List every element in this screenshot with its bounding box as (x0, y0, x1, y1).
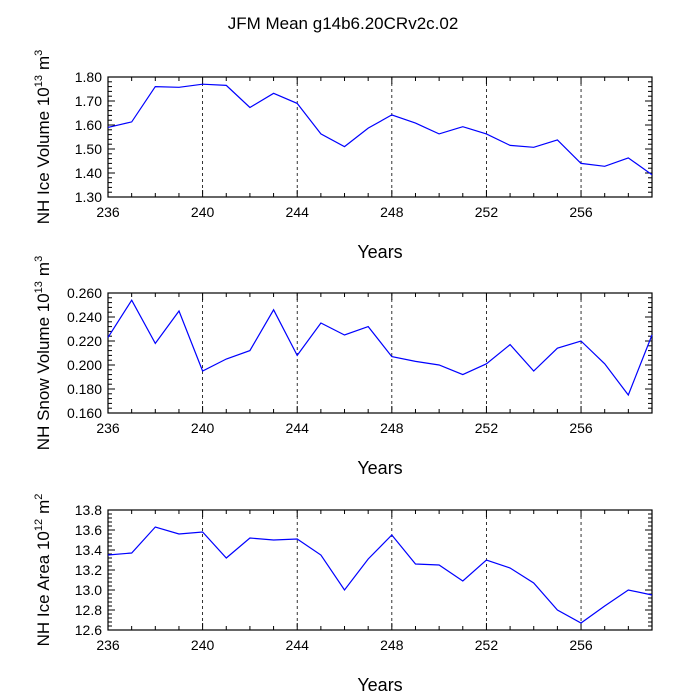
x-tick-label: 256 (569, 637, 593, 653)
y-tick-label: 0.160 (67, 405, 102, 421)
x-tick-label: 248 (380, 420, 404, 436)
x-tick-label: 256 (569, 420, 593, 436)
series-line (107, 526, 653, 624)
figure-title: JFM Mean g14b6.20CRv2c.02 (228, 14, 459, 33)
panel-3: 12.6 12.8 13.0 13.2 13.4 13.6 13.8 236 240 244 248… (33, 494, 653, 691)
x-tick-label: 240 (191, 637, 215, 653)
y-tick-label: 13.2 (75, 562, 102, 578)
x-tick-label: 244 (286, 204, 310, 220)
panel-1: 1.30 1.40 1.50 1.60 1.70 1.80 236 240 244 248 252 2… (33, 50, 653, 262)
y-tick-label: 13.6 (75, 522, 102, 538)
x-tick-label: 236 (96, 637, 120, 653)
y-axis-label-unit-exponent: 3 (33, 50, 45, 56)
y-tick-label: 13.8 (75, 502, 102, 518)
x-axis-label: Years (357, 242, 402, 262)
y-axis-label-text: NH Snow Volume 10 (34, 293, 53, 450)
y-axis-label-unit: m (34, 56, 53, 70)
y-tick-label: 0.200 (67, 357, 102, 373)
x-tick-label: 240 (191, 204, 215, 220)
y-axis-label-unit: m (34, 500, 53, 514)
panels: 1.30 1.40 1.50 1.60 1.70 1.80 236 240 244 248 252 2… (33, 50, 653, 691)
x-tick-label: 248 (380, 637, 404, 653)
x-axis-label: Years (357, 458, 402, 478)
x-tick-label: 248 (380, 204, 404, 220)
y-tick-label: 0.260 (67, 285, 102, 301)
y-tick-label: 1.50 (75, 141, 102, 157)
y-axis-label-unit-exponent: 2 (33, 494, 45, 500)
y-axis-label-exponent: 13 (33, 281, 45, 293)
y-tick-label: 1.70 (75, 93, 102, 109)
x-tick-label: 244 (286, 637, 310, 653)
y-axis-label-exponent: 12 (33, 519, 45, 531)
y-tick-label: 1.60 (75, 117, 102, 133)
y-axis-label-unit-exponent: 3 (33, 256, 45, 262)
plot-frame (107, 509, 653, 631)
panel-2: 0.160 0.180 0.200 0.220 0.240 0.260 236 240 244 2… (33, 256, 653, 478)
x-tick-label: 236 (96, 204, 120, 220)
y-tick-label: 0.220 (67, 333, 102, 349)
y-axis-label-text: NH Ice Area 10 (34, 531, 53, 646)
x-tick-label: 252 (475, 420, 499, 436)
y-axis-label-text: NH Ice Volume 10 (34, 87, 53, 224)
y-tick-label: 13.4 (75, 542, 102, 558)
y-axis-label: NH Ice Volume 1013 m3 (33, 50, 53, 225)
y-tick-label: 1.40 (75, 165, 102, 181)
x-tick-label: 244 (286, 420, 310, 436)
x-tick-label: 240 (191, 420, 215, 436)
y-tick-label: 0.180 (67, 381, 102, 397)
y-tick-label: 12.6 (75, 622, 102, 638)
x-tick-label: 236 (96, 420, 120, 436)
x-tick-label: 252 (475, 204, 499, 220)
x-tick-label: 252 (475, 637, 499, 653)
y-tick-label: 13.0 (75, 582, 102, 598)
series-line (107, 83, 653, 176)
y-axis-label-unit: m (34, 262, 53, 276)
y-tick-label: 12.8 (75, 602, 102, 618)
y-axis-label: NH Ice Area 1012 m2 (33, 494, 53, 647)
y-tick-label: 1.30 (75, 189, 102, 205)
x-tick-label: 256 (569, 204, 593, 220)
plot-frame (107, 292, 653, 414)
plot-frame (107, 76, 653, 198)
y-axis-label: NH Snow Volume 1013 m3 (33, 256, 53, 450)
y-tick-label: 1.80 (75, 69, 102, 85)
x-axis-label: Years (357, 675, 402, 691)
y-tick-label: 0.240 (67, 309, 102, 325)
y-axis-label-exponent: 13 (33, 75, 45, 87)
series-line (107, 299, 653, 397)
